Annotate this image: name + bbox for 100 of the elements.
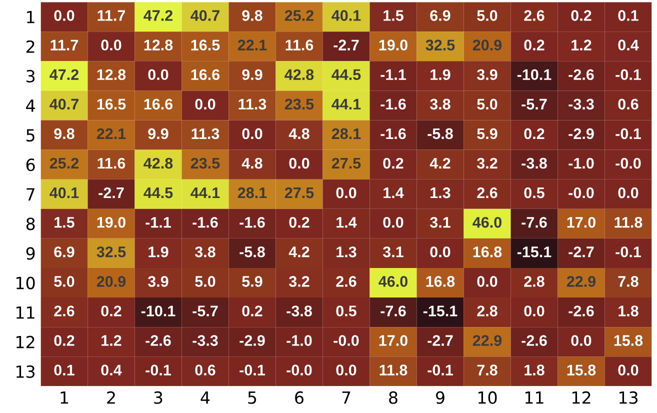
data-label: 0.2	[101, 306, 122, 316]
data-label: 0.0	[383, 216, 404, 228]
data-label: 0.0	[336, 364, 356, 376]
data-label: 4.8	[288, 128, 310, 140]
data-label: 22.9	[472, 335, 502, 346]
y-tick-label: 5	[26, 129, 34, 142]
data-label: 42.8	[284, 69, 314, 80]
data-label: 19.0	[379, 40, 408, 50]
data-label: 32.5	[96, 246, 126, 258]
data-label: 1.8	[524, 364, 544, 376]
data-label: 0.6	[618, 98, 638, 110]
data-label: 17.0	[567, 216, 596, 228]
data-label: 3.8	[430, 98, 450, 110]
x-tick-label: 10	[478, 391, 497, 404]
data-label: 3.1	[382, 246, 404, 258]
data-label: 1.5	[54, 217, 74, 228]
data-label: -1.6	[380, 98, 406, 110]
data-label: 0.2	[242, 306, 262, 316]
data-label: -5.7	[192, 306, 218, 316]
data-label: -2.7	[98, 187, 124, 198]
data-label: 2.6	[336, 276, 356, 287]
data-label: -5.8	[240, 246, 265, 258]
data-label: 9.8	[54, 128, 74, 140]
data-label: 0.0	[195, 98, 216, 110]
data-label: -2.6	[522, 335, 547, 346]
data-label: 28.1	[238, 187, 267, 198]
data-label: 46.0	[472, 216, 502, 228]
data-label: -1.6	[192, 216, 218, 228]
data-label: -3.8	[522, 158, 547, 169]
x-tick-label: 2	[107, 391, 115, 404]
x-tick-label: 4	[200, 392, 210, 404]
data-label: -1.0	[568, 158, 594, 169]
data-label: -15.1	[423, 306, 458, 316]
data-label: 11.7	[50, 40, 78, 50]
x-tick-label: 8	[389, 391, 398, 404]
y-tick-label: 1	[27, 11, 34, 24]
data-label: 0.0	[477, 276, 498, 287]
data-label: 3.9	[476, 69, 498, 80]
data-label: 22.1	[96, 128, 126, 139]
data-label: 12.8	[144, 40, 173, 50]
data-label: 11.6	[286, 40, 314, 50]
data-label: 1.2	[572, 40, 592, 50]
x-tick-label: 1	[60, 392, 68, 404]
data-label: 1.9	[148, 246, 168, 258]
data-label: 2.8	[477, 306, 498, 316]
data-label: 0.2	[289, 216, 310, 228]
data-label: -0.0	[334, 335, 359, 346]
data-label: 0.0	[148, 69, 168, 80]
x-tick-label: 5	[248, 392, 256, 404]
data-label: -2.9	[568, 128, 594, 140]
data-label: -5.8	[428, 128, 453, 140]
x-tick-label: 11	[525, 392, 544, 404]
data-label: 0.2	[571, 10, 592, 21]
data-label: 5.0	[54, 276, 74, 287]
data-label: 0.2	[524, 40, 544, 50]
data-label: 5.0	[477, 10, 498, 21]
data-label: -3.8	[286, 306, 312, 316]
data-label: 2.6	[524, 10, 544, 21]
y-tick-label: 13	[16, 365, 35, 378]
data-label: 20.9	[96, 276, 126, 287]
data-label: 46.0	[378, 276, 408, 287]
data-label: 0.0	[618, 364, 638, 376]
data-label: 27.5	[284, 187, 314, 198]
data-label: 28.1	[332, 128, 361, 140]
data-label: 32.5	[426, 40, 455, 51]
data-label: -1.1	[146, 217, 171, 228]
data-label: -0.1	[616, 246, 641, 258]
data-label: 11.7	[98, 10, 126, 21]
data-label: 19.0	[97, 216, 126, 228]
data-label: 0.2	[383, 158, 404, 169]
data-label: -2.6	[146, 335, 171, 346]
data-label: -0.1	[240, 364, 265, 376]
data-label: 22.9	[566, 276, 596, 287]
x-tick-label: 3	[154, 391, 162, 404]
data-label: 22.1	[238, 40, 267, 50]
y-tick-label: 12	[16, 336, 34, 348]
data-label: 11.8	[614, 216, 642, 228]
data-label: 2.8	[524, 276, 544, 287]
data-label: 0.0	[54, 10, 74, 21]
data-label: 1.8	[618, 306, 638, 316]
data-label: -7.6	[380, 306, 406, 316]
data-label: 0.1	[618, 10, 638, 21]
x-tick-label: 6	[295, 391, 304, 404]
data-label: -0.1	[146, 364, 171, 376]
data-label: 0.0	[289, 158, 310, 169]
data-label: 11.3	[238, 98, 266, 110]
data-label: 16.8	[426, 276, 455, 287]
x-tick-label: 9	[436, 391, 444, 404]
data-label: 2.6	[54, 306, 74, 316]
data-label: 40.7	[50, 98, 78, 110]
data-label: 23.5	[284, 98, 314, 110]
data-label: 1.2	[102, 335, 122, 346]
data-label: 2.6	[477, 187, 498, 198]
data-label: -2.6	[568, 306, 594, 316]
y-tick-label: 6	[26, 158, 35, 172]
data-label: -1.0	[286, 335, 312, 346]
data-label: 0.5	[336, 306, 356, 316]
data-label: 1.3	[430, 187, 450, 198]
data-label: 1.5	[384, 10, 404, 21]
x-tick-label: 13	[619, 391, 638, 404]
